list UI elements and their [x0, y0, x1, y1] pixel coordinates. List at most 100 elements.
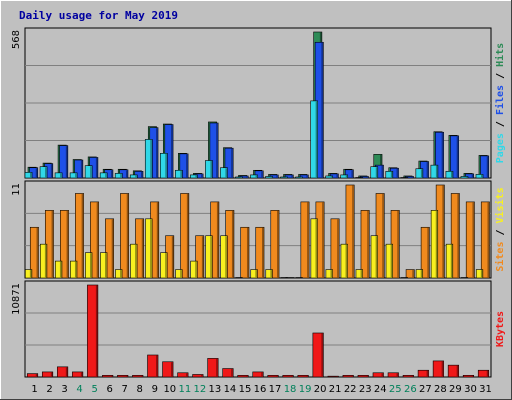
bar-kbytes-day-13 — [207, 358, 219, 378]
bar-kbytes-day-21 — [327, 375, 339, 378]
bar-sites-day-6 — [100, 252, 108, 279]
bar-files-day-31 — [480, 155, 490, 179]
bar-sites-day-8 — [130, 243, 138, 279]
bar-kbytes-day-30 — [462, 375, 475, 378]
bar-visits-day-7 — [120, 193, 130, 279]
bar-visits-day-27 — [420, 226, 430, 279]
x-tick-label-9: 9 — [152, 384, 158, 395]
side-label-sites-visits: Sites / Visits — [494, 187, 506, 271]
x-tick-label-23: 23 — [359, 384, 372, 395]
bar-pages-day-23 — [355, 177, 364, 179]
x-tick-label-26: 26 — [404, 384, 417, 395]
bar-sites-day-22 — [340, 243, 348, 279]
x-tick-label-12: 12 — [194, 384, 207, 395]
bar-pages-day-3 — [54, 172, 63, 179]
bar-kbytes-day-2 — [41, 371, 54, 378]
bar-pages-day-19 — [295, 176, 303, 179]
y-max-label: 568 — [11, 30, 22, 49]
bar-pages-day-22 — [340, 174, 349, 179]
bar-sites-day-14 — [220, 235, 228, 279]
x-tick-label-19: 19 — [299, 384, 312, 395]
bar-files-day-19 — [299, 174, 309, 179]
bar-sites-day-30 — [460, 277, 469, 279]
bar-pages-day-10 — [159, 153, 168, 179]
bar-pages-day-31 — [475, 174, 484, 179]
bar-pages-day-13 — [205, 160, 213, 179]
bar-pages-day-1 — [24, 172, 33, 179]
bar-pages-day-11 — [175, 169, 183, 179]
x-tick-label-22: 22 — [344, 384, 357, 395]
bar-sites-day-26 — [400, 277, 408, 279]
bar-visits-day-30 — [465, 201, 475, 279]
bar-pages-day-2 — [39, 166, 48, 179]
bar-visits-day-16 — [255, 226, 265, 279]
bar-kbytes-day-15 — [237, 375, 249, 378]
bar-kbytes-day-27 — [417, 369, 429, 378]
panel-kbytes: 10871 KBytes — [11, 280, 506, 378]
bar-kbytes-day-5 — [87, 284, 99, 378]
bar-kbytes-day-1 — [26, 373, 39, 378]
x-tick-label-14: 14 — [224, 384, 237, 395]
bar-files-day-4 — [74, 159, 84, 179]
bar-sites-day-16 — [250, 269, 258, 279]
bar-sites-day-21 — [325, 269, 333, 279]
bar-sites-day-5 — [85, 252, 93, 279]
x-tick-label-25: 25 — [389, 384, 402, 395]
bar-kbytes-day-18 — [282, 375, 294, 378]
bar-files-day-29 — [450, 135, 459, 179]
x-tick-label-7: 7 — [122, 384, 128, 395]
y-max-label: 11 — [11, 183, 22, 196]
bar-kbytes-day-3 — [57, 366, 69, 378]
bar-pages-day-5 — [84, 165, 93, 179]
bar-visits-day-21 — [330, 218, 340, 279]
bar-sites-day-7 — [115, 269, 123, 279]
bar-pages-day-9 — [144, 139, 153, 179]
bar-pages-day-14 — [220, 167, 228, 179]
bar-sites-day-15 — [235, 277, 243, 279]
bar-sites-day-23 — [355, 269, 363, 279]
bar-sites-day-2 — [39, 243, 48, 279]
bar-visits-day-5 — [90, 201, 99, 279]
bar-visits-day-19 — [300, 201, 310, 279]
bar-sites-day-20 — [310, 218, 318, 279]
bar-kbytes-day-7 — [117, 375, 129, 378]
bar-kbytes-day-12 — [192, 374, 204, 378]
bar-pages-day-24 — [370, 166, 379, 179]
bar-kbytes-day-10 — [162, 361, 174, 378]
bar-kbytes-day-26 — [402, 375, 414, 378]
bar-pages-day-18 — [280, 176, 288, 179]
x-tick-label-18: 18 — [284, 384, 297, 395]
x-tick-label-5: 5 — [91, 384, 97, 395]
bar-files-day-14 — [224, 147, 234, 179]
bar-pages-day-21 — [325, 175, 333, 179]
x-tick-label-17: 17 — [269, 384, 282, 395]
side-label-kbytes: KBytes — [495, 311, 506, 347]
bar-pages-day-6 — [99, 172, 108, 179]
bar-sites-day-31 — [475, 269, 484, 279]
bar-pages-day-27 — [415, 168, 424, 179]
y-max-label: 10871 — [11, 283, 22, 315]
bar-pages-day-15 — [235, 176, 243, 179]
x-tick-label-2: 2 — [46, 384, 52, 395]
bar-visits-day-29 — [450, 193, 460, 279]
bar-sites-day-19 — [295, 277, 303, 279]
plot-area — [24, 280, 492, 378]
bar-pages-day-30 — [460, 176, 469, 179]
bar-kbytes-day-17 — [267, 375, 279, 378]
bar-kbytes-day-11 — [177, 372, 189, 378]
bar-pages-day-4 — [69, 172, 78, 179]
bar-visits-day-4 — [75, 193, 84, 279]
bar-kbytes-day-19 — [297, 375, 309, 378]
bar-sites-day-29 — [445, 243, 454, 279]
bar-sites-day-13 — [205, 235, 213, 279]
bar-visits-day-22 — [345, 184, 355, 279]
bar-kbytes-day-28 — [432, 360, 444, 378]
x-tick-label-31: 31 — [479, 384, 492, 395]
bar-visits-day-11 — [180, 193, 190, 279]
x-tick-label-6: 6 — [106, 384, 112, 395]
bar-pages-day-16 — [250, 174, 258, 179]
x-tick-label-13: 13 — [209, 384, 222, 395]
bar-sites-day-27 — [415, 269, 424, 279]
chart-title: Daily usage for May 2019 — [19, 9, 178, 22]
